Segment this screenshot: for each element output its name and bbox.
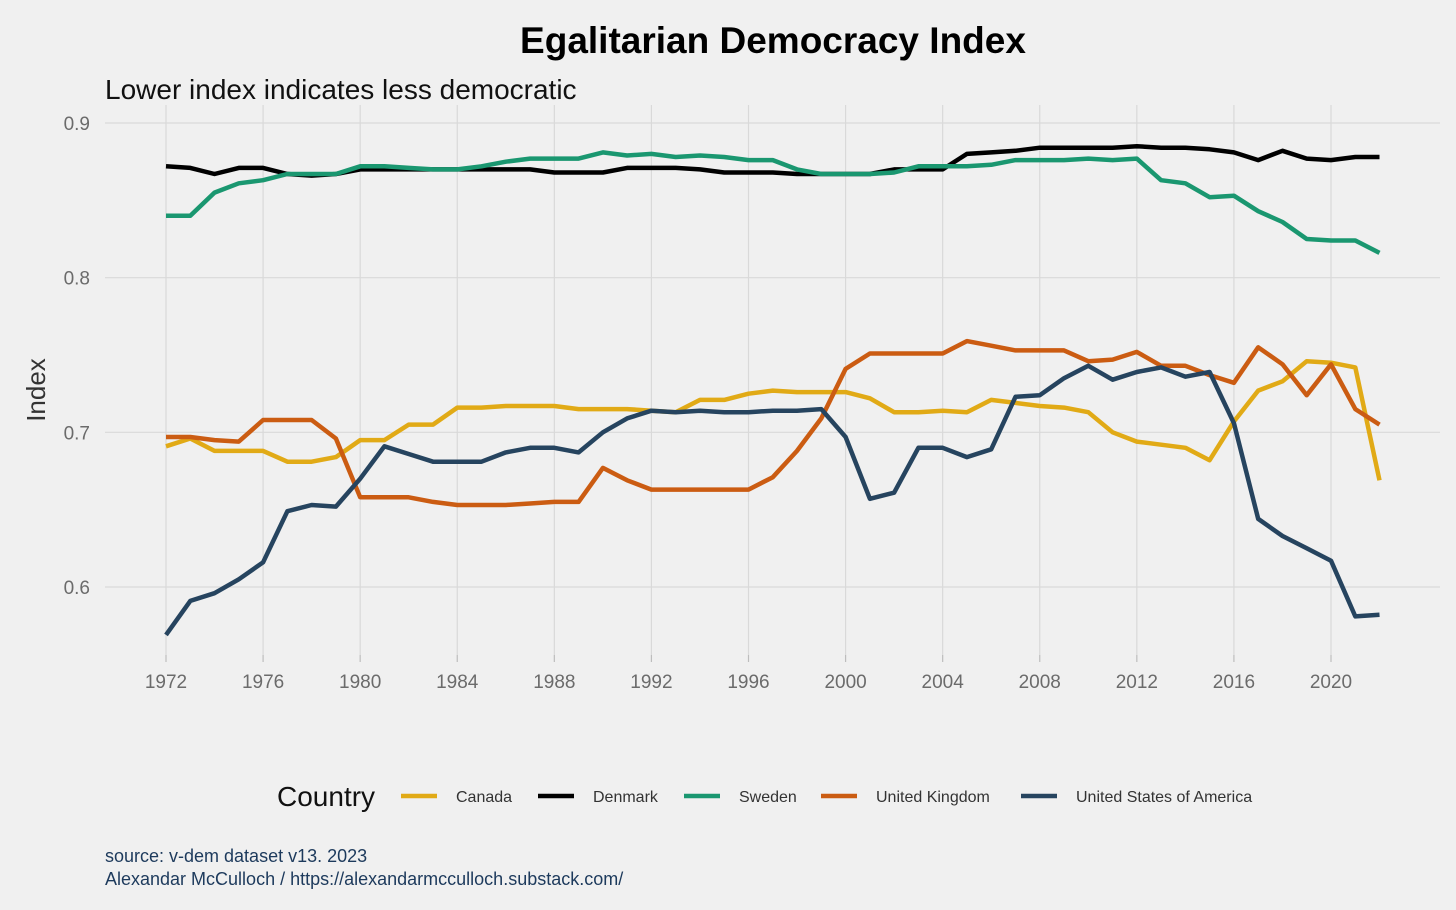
legend-title: Country bbox=[277, 781, 375, 812]
y-tick-label: 0.8 bbox=[64, 269, 90, 290]
legend-label-sweden: Sweden bbox=[739, 789, 797, 806]
y-tick-label: 0.7 bbox=[64, 423, 90, 444]
x-tick-label: 2016 bbox=[1213, 672, 1255, 693]
series-lines bbox=[164, 143, 1382, 637]
series-line-canada bbox=[165, 358, 1382, 481]
y-tick-label: 0.6 bbox=[64, 578, 90, 599]
x-tick-label: 2012 bbox=[1116, 672, 1158, 693]
x-tick-label: 1984 bbox=[436, 672, 479, 693]
series-line-sweden bbox=[166, 150, 1381, 255]
gridlines bbox=[105, 105, 1440, 662]
x-axis-ticks: 1972 1976 1980 1984 1988 1992 1996 2000 2004 2008… bbox=[145, 672, 1352, 693]
series-line-united-states-of-america bbox=[164, 363, 1380, 637]
x-tick-label: 2020 bbox=[1310, 672, 1352, 693]
x-tick-label: 1972 bbox=[145, 672, 187, 693]
chart-title: Egalitarian Democracy Index bbox=[520, 20, 1026, 61]
x-tick-label: 2008 bbox=[1019, 672, 1061, 693]
x-tick-label: 2004 bbox=[922, 672, 965, 693]
legend-items: Canada Denmark Sweden United Kingdom United … bbox=[401, 789, 1252, 806]
legend-label-united-states-of-america: United States of America bbox=[1076, 789, 1252, 806]
series-line-denmark bbox=[165, 143, 1380, 178]
y-tick-label: 0.9 bbox=[64, 114, 90, 135]
legend-label-canada: Canada bbox=[456, 789, 512, 806]
chart-subtitle: Lower index indicates less democratic bbox=[105, 74, 577, 105]
x-tick-label: 1992 bbox=[630, 672, 672, 693]
legend: Country Canada Denmark Sweden United Kingdo… bbox=[277, 781, 1252, 812]
y-axis-ticks: 0.6 0.7 0.8 0.9 bbox=[64, 114, 90, 599]
y-axis-title: Index bbox=[21, 358, 51, 422]
x-tick-label: 1996 bbox=[727, 672, 769, 693]
legend-label-united-kingdom: United Kingdom bbox=[876, 789, 990, 806]
caption-source: source: v-dem dataset v13. 2023 bbox=[105, 846, 367, 866]
x-tick-label: 2000 bbox=[824, 672, 866, 693]
series-line-united-kingdom bbox=[166, 338, 1381, 508]
x-tick-label: 1976 bbox=[242, 672, 284, 693]
legend-label-denmark: Denmark bbox=[593, 789, 659, 806]
x-tick-label: 1988 bbox=[533, 672, 575, 693]
x-tick-label: 1980 bbox=[339, 672, 381, 693]
caption-author: Alexandar McCulloch / https://alexandarm… bbox=[105, 869, 623, 889]
